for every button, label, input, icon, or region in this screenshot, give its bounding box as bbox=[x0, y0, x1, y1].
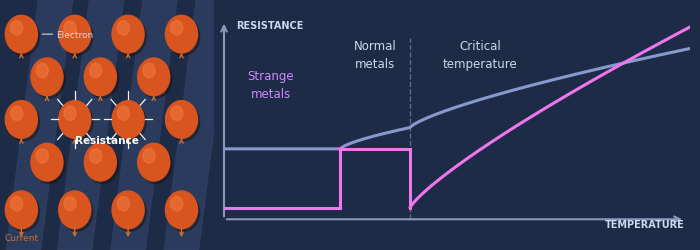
Circle shape bbox=[6, 101, 37, 139]
Circle shape bbox=[64, 196, 76, 211]
Circle shape bbox=[138, 144, 169, 181]
Circle shape bbox=[138, 59, 169, 96]
Circle shape bbox=[36, 64, 48, 78]
Text: RESISTANCE: RESISTANCE bbox=[236, 21, 303, 31]
Circle shape bbox=[143, 64, 155, 78]
Circle shape bbox=[171, 106, 183, 121]
Circle shape bbox=[140, 146, 172, 184]
Circle shape bbox=[114, 194, 146, 231]
Circle shape bbox=[118, 22, 130, 36]
Circle shape bbox=[61, 104, 93, 141]
Circle shape bbox=[114, 19, 146, 56]
Circle shape bbox=[84, 59, 116, 96]
Circle shape bbox=[61, 194, 93, 231]
Circle shape bbox=[64, 106, 76, 121]
Text: Resistance: Resistance bbox=[75, 135, 139, 145]
Circle shape bbox=[171, 196, 183, 211]
Text: Current: Current bbox=[4, 233, 39, 242]
Polygon shape bbox=[6, 0, 73, 250]
Circle shape bbox=[87, 61, 118, 99]
Polygon shape bbox=[111, 0, 177, 250]
Text: Strange
metals: Strange metals bbox=[247, 70, 294, 101]
Circle shape bbox=[8, 19, 39, 56]
Circle shape bbox=[143, 149, 155, 164]
Circle shape bbox=[64, 22, 76, 36]
Circle shape bbox=[140, 61, 172, 99]
Circle shape bbox=[36, 149, 48, 164]
Circle shape bbox=[10, 196, 22, 211]
Circle shape bbox=[59, 16, 91, 54]
Circle shape bbox=[33, 61, 65, 99]
Circle shape bbox=[6, 191, 37, 229]
Circle shape bbox=[165, 101, 197, 139]
Circle shape bbox=[165, 191, 197, 229]
Circle shape bbox=[8, 194, 39, 231]
Circle shape bbox=[118, 196, 130, 211]
Circle shape bbox=[171, 22, 183, 36]
Circle shape bbox=[118, 106, 130, 121]
Polygon shape bbox=[164, 0, 230, 250]
Circle shape bbox=[165, 16, 197, 54]
Circle shape bbox=[90, 149, 102, 164]
Circle shape bbox=[114, 104, 146, 141]
Circle shape bbox=[33, 146, 65, 184]
Circle shape bbox=[87, 146, 118, 184]
Polygon shape bbox=[57, 0, 124, 250]
Circle shape bbox=[167, 104, 199, 141]
Circle shape bbox=[10, 22, 22, 36]
Circle shape bbox=[59, 191, 91, 229]
Circle shape bbox=[112, 191, 144, 229]
Text: Electron: Electron bbox=[57, 30, 94, 40]
Text: TEMPERATURE: TEMPERATURE bbox=[605, 219, 685, 229]
Circle shape bbox=[8, 104, 39, 141]
Circle shape bbox=[90, 64, 102, 78]
Circle shape bbox=[59, 101, 91, 139]
Circle shape bbox=[84, 144, 116, 181]
Circle shape bbox=[6, 16, 37, 54]
Text: Critical
temperature: Critical temperature bbox=[442, 40, 517, 71]
Circle shape bbox=[112, 101, 144, 139]
Circle shape bbox=[10, 106, 22, 121]
Circle shape bbox=[31, 59, 63, 96]
Circle shape bbox=[112, 16, 144, 54]
Circle shape bbox=[167, 194, 199, 231]
Text: Normal
metals: Normal metals bbox=[354, 40, 397, 71]
Circle shape bbox=[31, 144, 63, 181]
Circle shape bbox=[167, 19, 199, 56]
Circle shape bbox=[61, 19, 93, 56]
